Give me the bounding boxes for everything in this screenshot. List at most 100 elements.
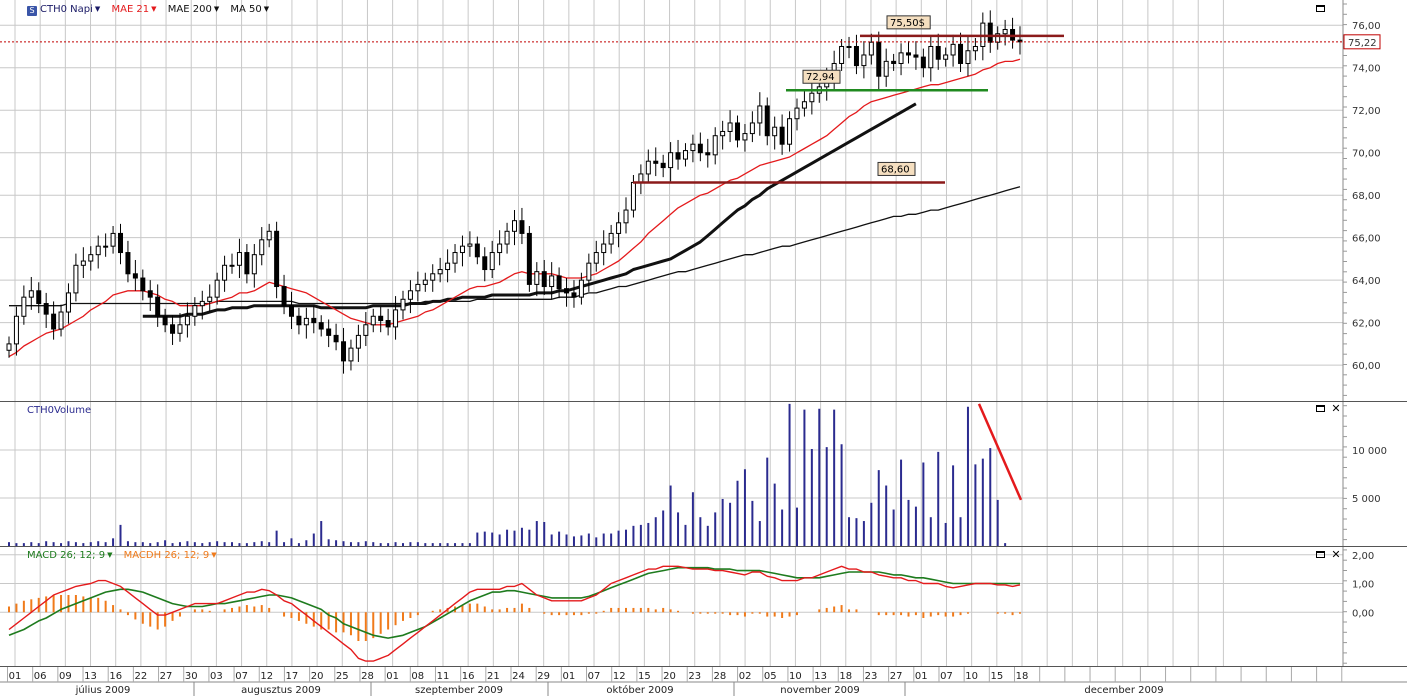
candle-body [281, 286, 287, 307]
candle-body [21, 296, 27, 317]
maximize-price-panel-button[interactable] [1316, 5, 1325, 12]
candle-body [690, 143, 696, 152]
price-legend: S CTH0 Napi ▼ MAE 21 ▼ MAE 200 ▼ MA 50 ▼ [27, 4, 277, 16]
candle-body [742, 133, 748, 141]
candle-body [787, 118, 793, 145]
candle-body [393, 309, 399, 328]
candle-body [199, 300, 205, 307]
x-day-label: 20 [311, 671, 324, 682]
candle-body [905, 52, 911, 56]
candle-body [801, 101, 807, 109]
maximize-macd-panel-button[interactable] [1316, 551, 1325, 558]
x-day-label: 08 [411, 671, 424, 682]
candle-body [489, 252, 495, 271]
dropdown-arrow-icon: ▼ [94, 5, 101, 13]
candle-body [623, 209, 629, 224]
candle-body [913, 54, 919, 58]
candle-body [251, 254, 257, 275]
annotation-label: 75,50$ [890, 18, 925, 29]
candle-body [28, 290, 34, 298]
candle-body [95, 245, 101, 256]
x-day-label: 30 [185, 671, 198, 682]
annotation-box [877, 161, 916, 176]
candle-body [764, 105, 770, 137]
macdh-legend-item[interactable]: MACDH 26; 12; 9 ▼ [124, 550, 217, 561]
close-macd-panel-button[interactable]: ✕ [1331, 548, 1341, 561]
candle-body [184, 315, 190, 326]
candle-body [229, 264, 235, 267]
close-volume-panel-button[interactable]: ✕ [1331, 402, 1341, 415]
candle-body [303, 317, 309, 326]
candle-body [236, 252, 242, 266]
x-day-label: 07 [235, 671, 248, 682]
x-day-label: 03 [210, 671, 223, 682]
x-day-label: 02 [739, 671, 752, 682]
candle-body [697, 143, 703, 154]
x-day-label: 13 [84, 671, 97, 682]
candle-body [608, 232, 614, 245]
mae200-label: MAE 200 [167, 4, 212, 15]
annotation-label: 68,60 [881, 164, 910, 175]
mae21-legend[interactable]: MAE 21 ▼ [111, 4, 156, 15]
candle-body [348, 347, 354, 362]
price-ytick-label: 62,00 [1352, 319, 1381, 330]
candle-body [407, 290, 413, 300]
candle-body [593, 252, 599, 264]
candle-body [177, 324, 183, 334]
x-day-label: 29 [537, 671, 550, 682]
symbol-selector[interactable]: S CTH0 Napi ▼ [27, 4, 100, 16]
candle-body [935, 45, 941, 60]
annotation-box [886, 15, 931, 30]
candle-body [363, 324, 369, 336]
x-day-label: 15 [638, 671, 651, 682]
price-ytick-label: 76,00 [1352, 21, 1381, 32]
candle-body [192, 305, 198, 317]
macd-legend: MACD 26; 12; 9 ▼ MACDH 26; 12; 9 ▼ [27, 550, 225, 561]
x-day-label: 11 [437, 671, 450, 682]
candle-body [65, 292, 71, 313]
candle-body [140, 277, 146, 292]
candle-body [891, 60, 897, 64]
macd-label: MACD 26; 12; 9 [27, 550, 106, 561]
x-month-label: november 2009 [780, 685, 860, 696]
last-price-box [1343, 34, 1381, 50]
candle-body [853, 45, 859, 67]
candle-body [378, 315, 384, 322]
x-day-label: 24 [512, 671, 525, 682]
dropdown-arrow-icon: ▼ [151, 5, 157, 13]
x-day-label: 23 [688, 671, 701, 682]
dropdown-arrow-icon: ▼ [213, 5, 220, 13]
candle-body [526, 232, 532, 285]
candle-body [504, 230, 510, 245]
x-day-label: 07 [940, 671, 953, 682]
candle-body [482, 256, 488, 271]
x-day-label: 01 [562, 671, 575, 682]
ma50-legend[interactable]: MA 50 ▼ [230, 4, 269, 15]
candle-body [318, 322, 324, 330]
candle-body [88, 254, 94, 262]
mae200-legend[interactable]: MAE 200 ▼ [168, 4, 219, 15]
candle-body [422, 279, 428, 285]
macd-ytick-label: 0,00 [1352, 608, 1374, 619]
dropdown-arrow-icon: ▼ [107, 551, 113, 559]
candle-body [682, 150, 688, 160]
x-day-label: 18 [839, 671, 852, 682]
candle-body [958, 43, 964, 64]
candle-body [385, 320, 391, 328]
candle-body [653, 160, 659, 164]
volume-legend: CTH0Volume [27, 405, 91, 416]
macd-legend-item[interactable]: MACD 26; 12; 9 ▼ [27, 550, 112, 561]
ma50-line [142, 102, 917, 318]
candle-body [586, 262, 592, 281]
candle-body [244, 252, 250, 275]
candle-body [839, 45, 845, 64]
candle-body [296, 315, 302, 326]
maximize-volume-panel-button[interactable] [1316, 405, 1325, 412]
candle-body [868, 41, 874, 56]
candle-body [519, 220, 525, 234]
x-month-label: december 2009 [1084, 685, 1163, 696]
macd-ytick-label: 2,00 [1352, 551, 1374, 562]
x-day-label: 16 [109, 671, 122, 682]
price-ytick-label: 64,00 [1352, 276, 1381, 287]
